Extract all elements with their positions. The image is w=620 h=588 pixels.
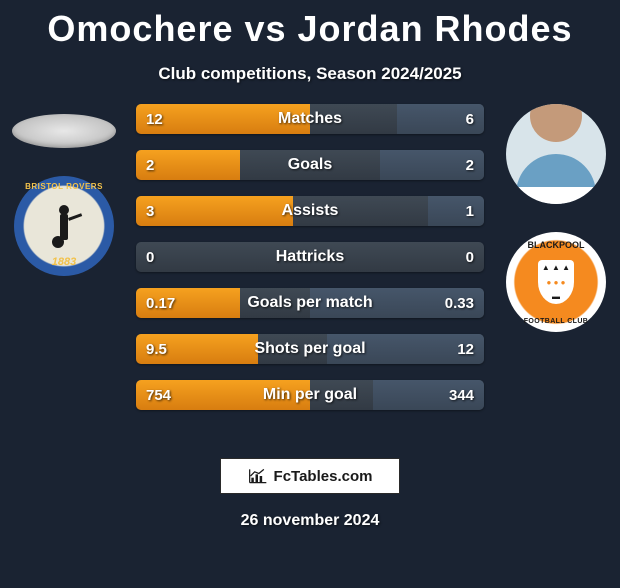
- stat-row: 0.170.33Goals per match: [136, 288, 484, 318]
- left-club-crest: BRISTOL ROVERS 1883: [14, 176, 114, 276]
- stat-row: 22Goals: [136, 150, 484, 180]
- page-title: Omochere vs Jordan Rhodes: [0, 8, 620, 50]
- stat-label: Goals per match: [136, 294, 484, 312]
- footer-date: 26 november 2024: [0, 512, 620, 530]
- right-crest-top-text: BLACKPOOL: [506, 240, 606, 250]
- left-player-column: BRISTOL ROVERS 1883: [8, 104, 120, 444]
- comparison-main: BRISTOL ROVERS 1883 BLACKPOOL ▲ ▲ ▲ ● ● …: [0, 104, 620, 444]
- right-crest-shield: ▲ ▲ ▲ ● ● ● ▬: [538, 260, 574, 304]
- left-crest-year: 1883: [14, 256, 114, 268]
- stat-label: Hattricks: [136, 248, 484, 266]
- stat-row: 754344Min per goal: [136, 380, 484, 410]
- stat-label: Shots per goal: [136, 340, 484, 358]
- right-crest-bottom-text: FOOTBALL CLUB: [506, 318, 606, 325]
- brand-badge: FcTables.com: [220, 458, 400, 494]
- stat-row: 9.512Shots per goal: [136, 334, 484, 364]
- stat-label: Matches: [136, 110, 484, 128]
- stat-row: 00Hattricks: [136, 242, 484, 272]
- left-player-avatar: [12, 114, 116, 148]
- brand-text: FcTables.com: [274, 468, 373, 485]
- left-crest-emblem: [38, 200, 90, 252]
- right-club-crest: BLACKPOOL ▲ ▲ ▲ ● ● ● ▬ FOOTBALL CLUB: [506, 232, 606, 332]
- stat-label: Min per goal: [136, 386, 484, 404]
- stat-bars: 126Matches 22Goals 31Assists 00Hattricks 0.1…: [136, 104, 484, 426]
- page-subtitle: Club competitions, Season 2024/2025: [0, 64, 620, 84]
- right-player-column: BLACKPOOL ▲ ▲ ▲ ● ● ● ▬ FOOTBALL CLUB: [500, 104, 612, 444]
- right-player-avatar: [506, 104, 606, 204]
- stat-row: 126Matches: [136, 104, 484, 134]
- stat-label: Assists: [136, 202, 484, 220]
- left-crest-top-text: BRISTOL ROVERS: [14, 182, 114, 191]
- stat-label: Goals: [136, 156, 484, 174]
- stat-row: 31Assists: [136, 196, 484, 226]
- brand-chart-icon: [248, 467, 268, 485]
